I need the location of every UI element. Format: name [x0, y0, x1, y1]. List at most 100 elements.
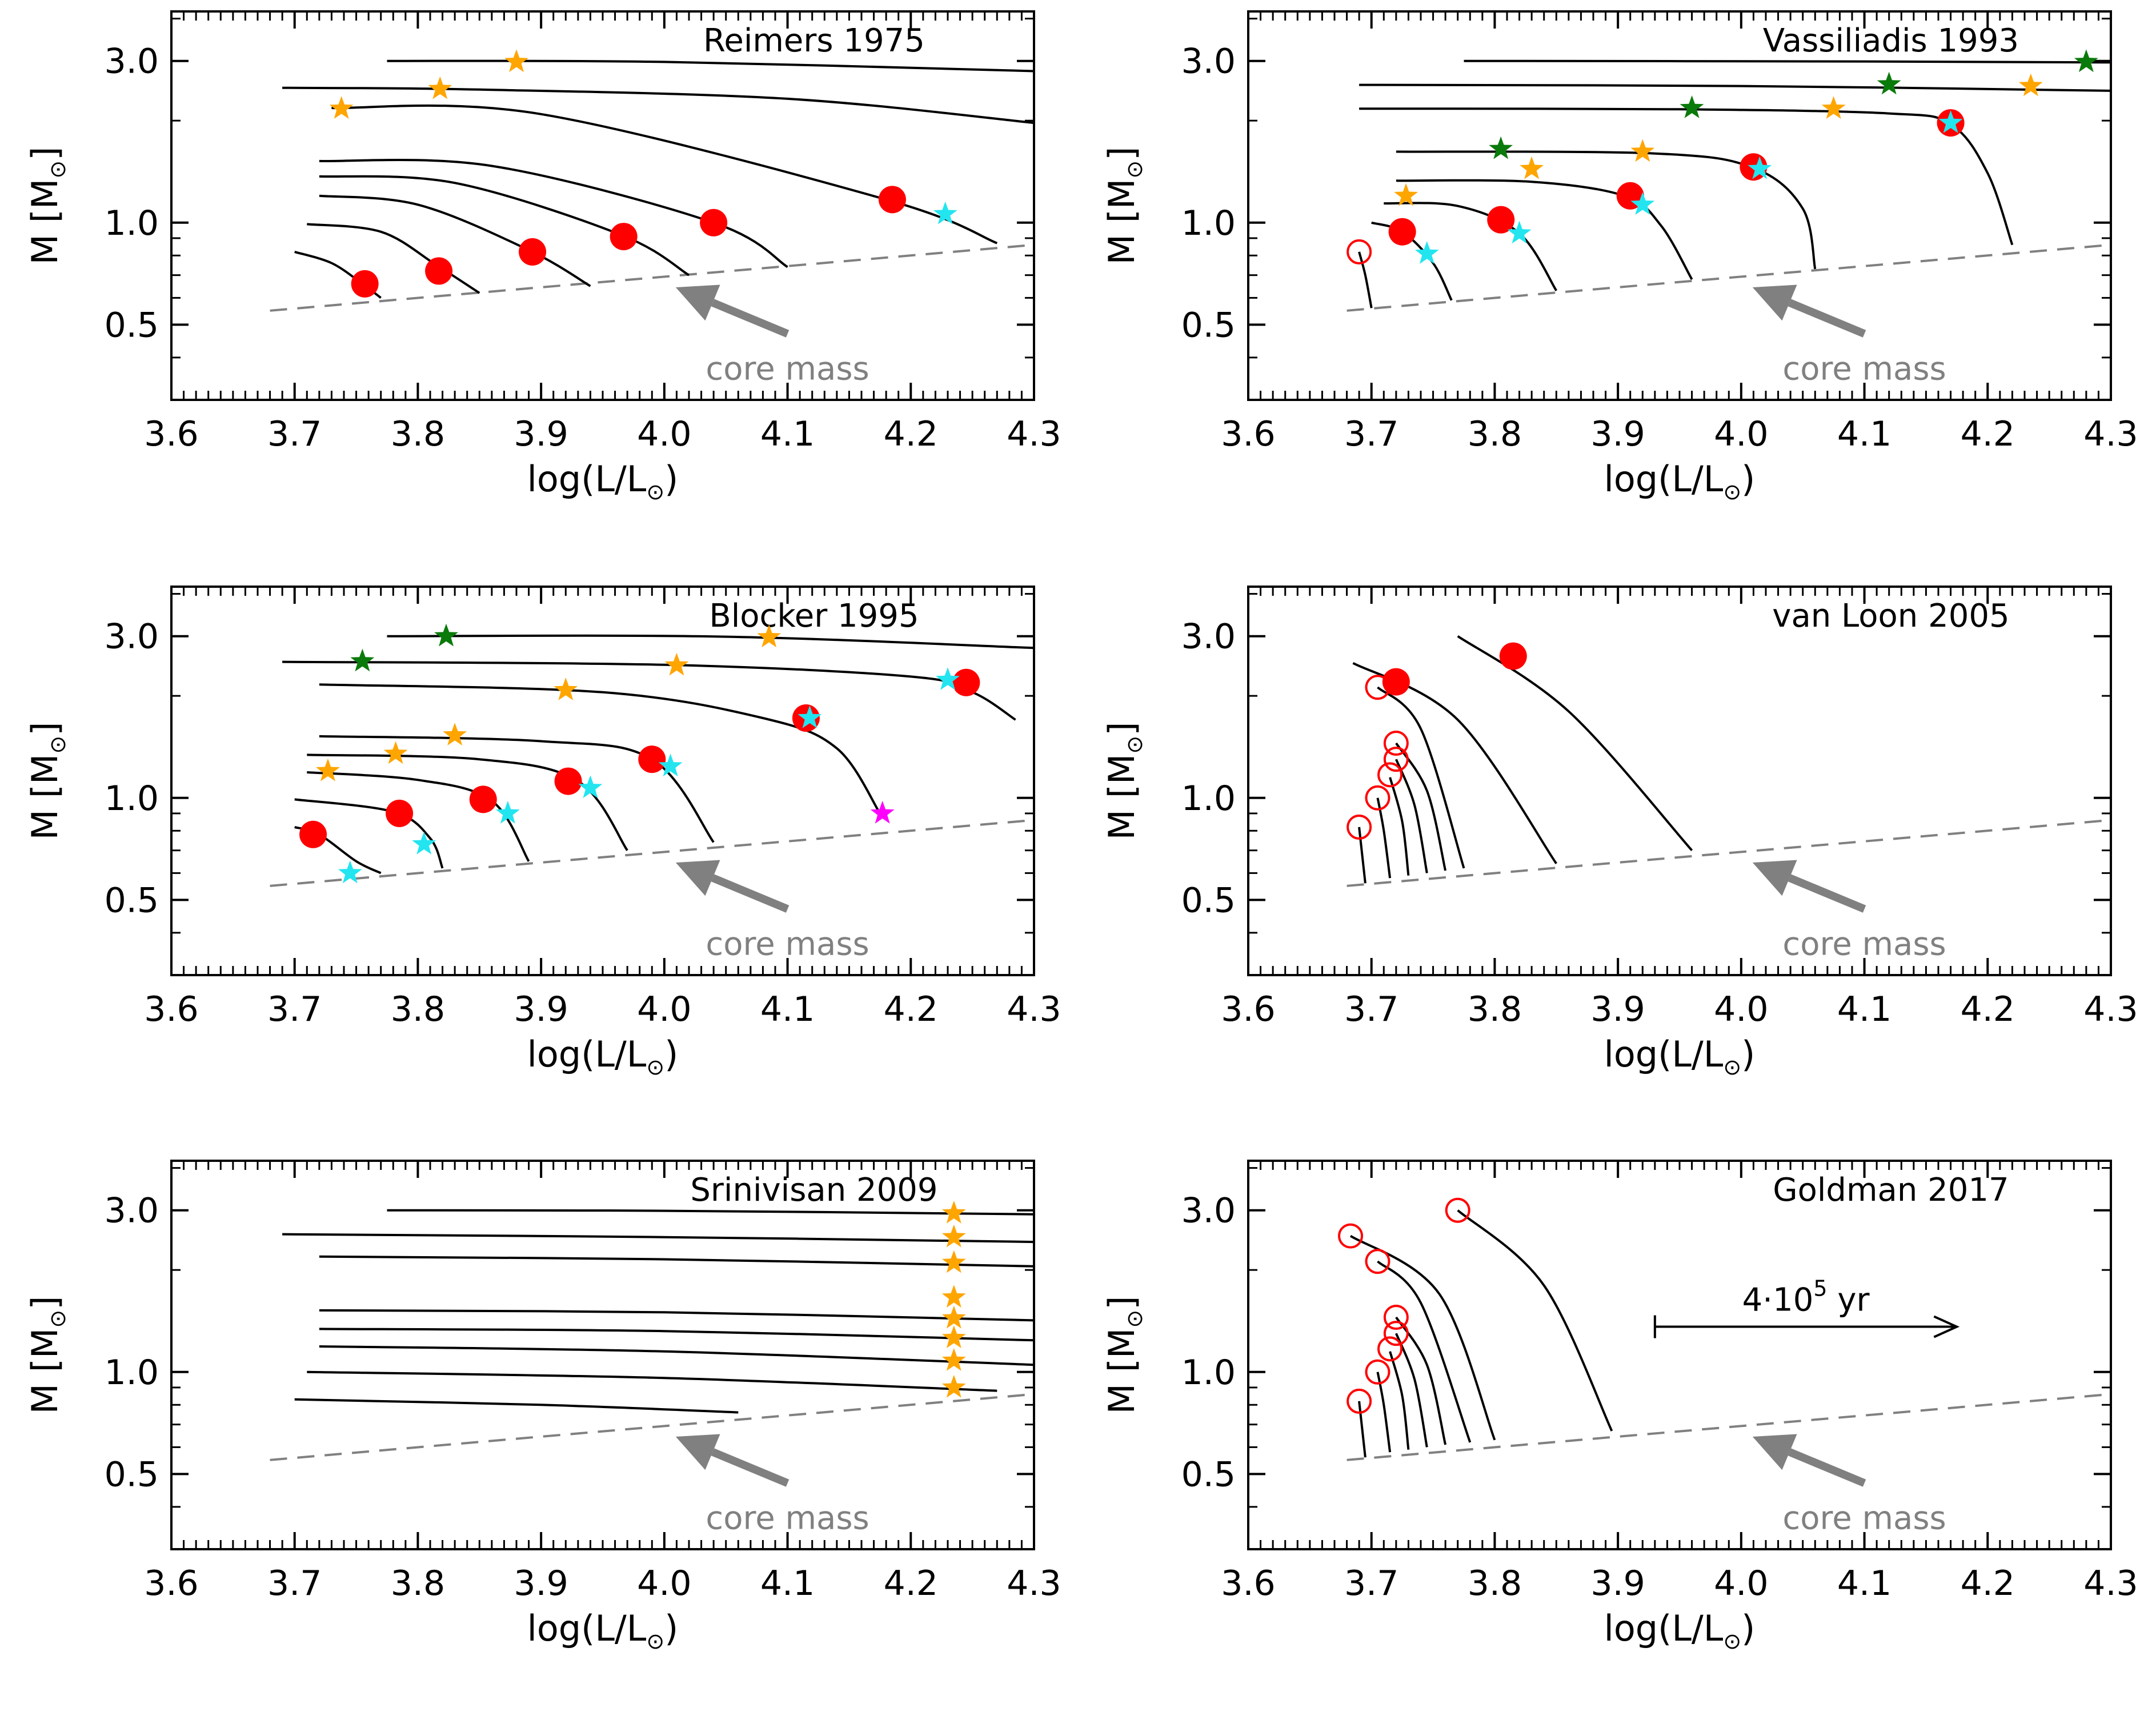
x-tick-label: 3.6 [1221, 1563, 1275, 1603]
core-mass-arrow-shaft [1788, 874, 1866, 913]
mass-track-line [319, 158, 788, 268]
x-tick-label: 4.0 [1714, 989, 1768, 1029]
x-tick-label: 3.9 [1590, 989, 1645, 1029]
red-circle-marker [638, 745, 666, 773]
panel-6: 3.6 3.7 3.8 3.9 4.0 4.1 4.2 4.3 0.5 1.0 3.0 log(L/L… [1101, 1160, 2138, 1654]
mass-track-line [1371, 221, 1453, 301]
y-tick-label: 3.0 [1181, 42, 1236, 82]
cyan-star-marker [1630, 192, 1655, 215]
x-tick-label: 4.1 [760, 989, 815, 1029]
orange-star-marker [664, 652, 689, 676]
y-tick-label: 1.0 [105, 1353, 159, 1393]
green-star-marker [434, 623, 458, 647]
mass-track-line [1376, 1372, 1392, 1453]
cyan-star-marker [936, 667, 960, 690]
orange-star-marker [941, 1374, 966, 1398]
mass-track-line [319, 735, 715, 843]
x-tick-label: 4.1 [1837, 1563, 1891, 1603]
x-tick-label: 4.1 [760, 414, 815, 454]
red-circle-marker [299, 820, 327, 848]
core-mass-line [270, 819, 1034, 887]
mass-track-line [1358, 827, 1366, 884]
orange-star-marker [941, 1325, 966, 1348]
mass-track-line [282, 1233, 1034, 1244]
magenta-star-marker [870, 800, 895, 824]
orange-star-marker [757, 624, 782, 648]
mass-track-line [1358, 1401, 1366, 1458]
core-mass-line [270, 243, 1034, 312]
plot-area [1347, 1209, 2111, 1461]
mass-track-line [387, 634, 1034, 649]
plot-area [270, 59, 1034, 312]
plot-frame [1247, 10, 2112, 401]
plot-area [1347, 59, 2111, 312]
x-tick-label: 3.7 [1344, 989, 1398, 1029]
red-circle-marker [554, 767, 582, 795]
x-tick-label: 3.9 [1590, 1563, 1645, 1603]
red-circle-marker [878, 186, 906, 214]
y-tick-label: 0.5 [1181, 880, 1236, 920]
core-mass-label: core mass [1782, 925, 1946, 963]
mass-track-line [282, 86, 1034, 125]
x-tick-label: 4.3 [2083, 1563, 2138, 1603]
x-tick-label: 4.0 [1714, 414, 1768, 454]
x-tick-label: 4.3 [1007, 989, 1061, 1029]
core-mass-arrow-head [1752, 860, 1797, 896]
x-tick-label: 4.1 [1837, 989, 1891, 1029]
core-mass-line [1347, 819, 2111, 887]
mass-track-line [1464, 59, 2111, 64]
plot-frame [1247, 586, 2112, 976]
red-circle-marker [952, 668, 980, 696]
core-mass-arrow-shaft [711, 1448, 790, 1487]
panel-title: van Loon 2005 [1772, 598, 2009, 635]
x-tick-label: 3.8 [1468, 414, 1522, 454]
x-tick-label: 4.2 [884, 414, 938, 454]
mass-track-line [1389, 1351, 1410, 1450]
panel-title: Blocker 1995 [709, 598, 919, 635]
x-tick-label: 3.7 [1344, 414, 1398, 454]
x-tick-label: 4.3 [1007, 414, 1061, 454]
cyan-star-marker [1507, 220, 1532, 244]
open-circle-marker [1338, 1223, 1364, 1249]
orange-star-marker [941, 1348, 966, 1371]
x-tick-label: 3.8 [1468, 1563, 1522, 1603]
x-tick-label: 4.3 [2083, 989, 2138, 1029]
mass-track-line [307, 753, 628, 851]
panel-4: 3.6 3.7 3.8 3.9 4.0 4.1 4.2 4.3 0.5 1.0 3.0 log(L/L… [1101, 586, 2138, 1080]
panel-title: Reimers 1975 [703, 22, 925, 59]
open-circle-marker [1377, 762, 1403, 788]
x-axis-label: log(L/L⊙) [527, 1607, 679, 1654]
y-tick-label: 1.0 [1181, 1353, 1236, 1393]
y-tick-label: 1.0 [105, 779, 159, 819]
mass-track-line [1395, 1316, 1447, 1445]
cyan-star-marker [798, 705, 822, 728]
core-mass-arrow-head [675, 284, 720, 321]
green-star-marker [350, 648, 375, 672]
cyan-star-marker [658, 753, 683, 777]
open-circle-marker [1383, 1305, 1409, 1330]
panel-1: 3.6 3.7 3.8 3.9 4.0 4.1 4.2 4.3 0.5 1.0 3.0 log(L/L… [24, 10, 1061, 504]
core-mass-label: core mass [706, 350, 869, 387]
plot-area [1347, 635, 2111, 887]
x-tick-label: 3.7 [1344, 1563, 1398, 1603]
red-circle-marker [700, 209, 728, 236]
x-tick-label: 4.3 [1007, 1563, 1061, 1603]
core-mass-arrow-head [1752, 1434, 1797, 1470]
x-tick-label: 3.8 [391, 414, 445, 454]
plot-frame [1247, 1160, 2112, 1550]
mass-track-line [1352, 661, 1557, 864]
x-tick-label: 3.8 [391, 989, 445, 1029]
core-mass-line [270, 1393, 1034, 1461]
mass-track-line [319, 1345, 1034, 1366]
y-axis-label: M [M⊙] [24, 147, 70, 265]
x-tick-label: 3.6 [1221, 989, 1275, 1029]
red-circle-marker [1499, 642, 1527, 670]
mass-track-line [282, 660, 1016, 721]
green-star-marker [1680, 95, 1704, 118]
red-circle-marker [519, 238, 547, 266]
red-circle-marker [386, 799, 414, 827]
mass-track-line [1358, 251, 1373, 308]
x-tick-label: 4.2 [1961, 1563, 2015, 1603]
y-tick-label: 0.5 [105, 880, 159, 920]
mass-track-line [294, 1398, 739, 1414]
